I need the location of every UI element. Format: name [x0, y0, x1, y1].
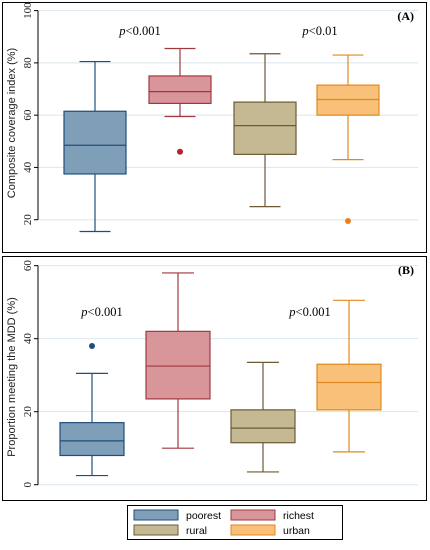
legend-item-richest: richest	[230, 509, 314, 522]
legend-label: rural	[186, 525, 207, 537]
legend: poorest richest rural urban	[127, 505, 343, 540]
y-tick-label: 0	[22, 481, 34, 487]
y-axis-title: Proportion meeting the MDD (%)	[6, 297, 18, 457]
box-poorest	[63, 60, 127, 233]
p-value-annotation: p<0.001	[80, 305, 122, 319]
box-iqr	[59, 422, 125, 457]
legend-swatch	[230, 524, 276, 536]
outlier-point	[89, 342, 95, 349]
box-richest	[145, 272, 211, 449]
y-tick-label: 60	[22, 109, 34, 121]
legend-label: richest	[283, 510, 314, 522]
panel-label: (A)	[397, 9, 414, 23]
legend-swatch	[133, 509, 179, 521]
box-iqr	[316, 84, 380, 116]
box-iqr	[148, 75, 212, 104]
panel-label: (B)	[398, 263, 414, 277]
legend-label: urban	[283, 525, 310, 537]
p-value-annotation: p<0.001	[118, 24, 160, 38]
y-tick-label: 20	[22, 406, 34, 418]
p-value-annotation: p<0.01	[301, 24, 337, 38]
y-tick-label: 60	[22, 260, 34, 272]
panel-frame	[2, 256, 427, 501]
box-urban	[316, 54, 380, 225]
y-tick-label: 40	[22, 333, 34, 345]
legend-swatch	[230, 509, 276, 521]
legend-item-urban: urban	[230, 524, 310, 537]
box-richest	[148, 47, 212, 155]
box-rural	[233, 53, 297, 208]
outlier-point	[345, 218, 351, 225]
y-axis-title: Composite coverage index (%)	[6, 48, 18, 198]
box-iqr	[230, 409, 296, 444]
legend-label: poorest	[186, 510, 221, 522]
box-poorest	[59, 342, 125, 477]
legend-item-poorest: poorest	[133, 509, 221, 522]
box-iqr	[233, 101, 297, 155]
box-urban	[316, 299, 382, 453]
legend-item-rural: rural	[133, 524, 207, 537]
outlier-point	[177, 148, 183, 155]
panel-b: 0 20 40 60 Proportion meeting the MDD (%) (B)…	[2, 256, 427, 501]
y-tick-label: 80	[22, 57, 34, 69]
box-iqr	[63, 110, 127, 175]
box-iqr	[316, 363, 382, 411]
p-value-annotation: p<0.001	[288, 305, 330, 319]
box-rural	[230, 361, 296, 473]
y-tick-label: 20	[22, 214, 34, 226]
panel-a: 20 40 60 80 100 Composite coverage index (%) (…	[2, 2, 427, 253]
box-iqr	[145, 330, 211, 400]
y-tick-label: 40	[22, 161, 34, 173]
legend-swatch	[133, 524, 179, 536]
y-tick-label: 100	[22, 2, 34, 19]
panel-frame	[2, 2, 427, 253]
